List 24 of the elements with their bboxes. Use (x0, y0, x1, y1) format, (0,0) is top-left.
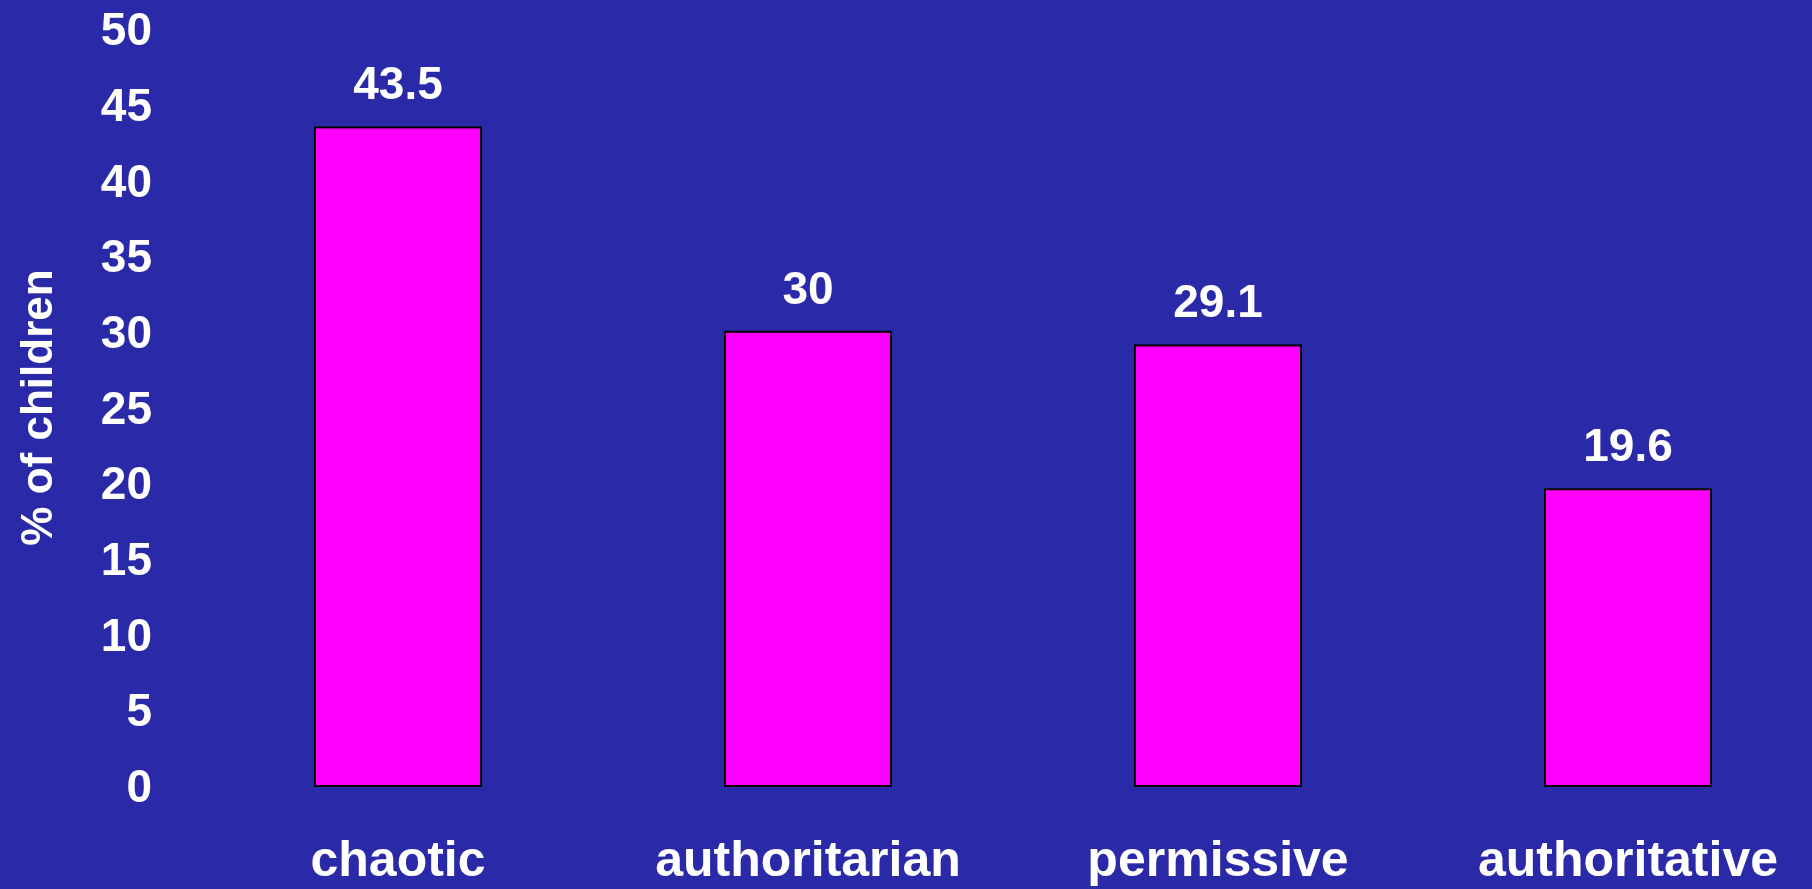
y-tick-label: 50 (100, 3, 152, 56)
y-axis-title: % of children (12, 269, 61, 546)
bar (313, 126, 483, 787)
bar (723, 330, 893, 787)
y-tick-label: 20 (100, 457, 152, 510)
data-label: 19.6 (1583, 419, 1673, 472)
x-tick-label: chaotic (310, 831, 486, 887)
data-label: 43.5 (353, 57, 443, 110)
y-tick-label: 30 (100, 305, 152, 358)
data-label: 30 (782, 261, 834, 314)
y-tick-label: 40 (100, 154, 152, 207)
y-tick-label: 25 (100, 381, 152, 434)
bar (1133, 344, 1303, 787)
y-tick-label: 15 (100, 533, 152, 585)
data-label: 29.1 (1173, 275, 1263, 328)
x-tick-label: authoritarian (655, 831, 961, 887)
x-tick-label: permissive (1087, 831, 1349, 887)
y-tick-label: 45 (100, 78, 152, 131)
y-tick-label: 10 (100, 608, 152, 661)
bar (1543, 488, 1713, 787)
y-tick-label: 5 (126, 684, 152, 737)
x-tick-label: authoritative (1477, 831, 1779, 887)
y-tick-label: 35 (100, 230, 152, 283)
y-tick-label: 0 (126, 760, 152, 813)
